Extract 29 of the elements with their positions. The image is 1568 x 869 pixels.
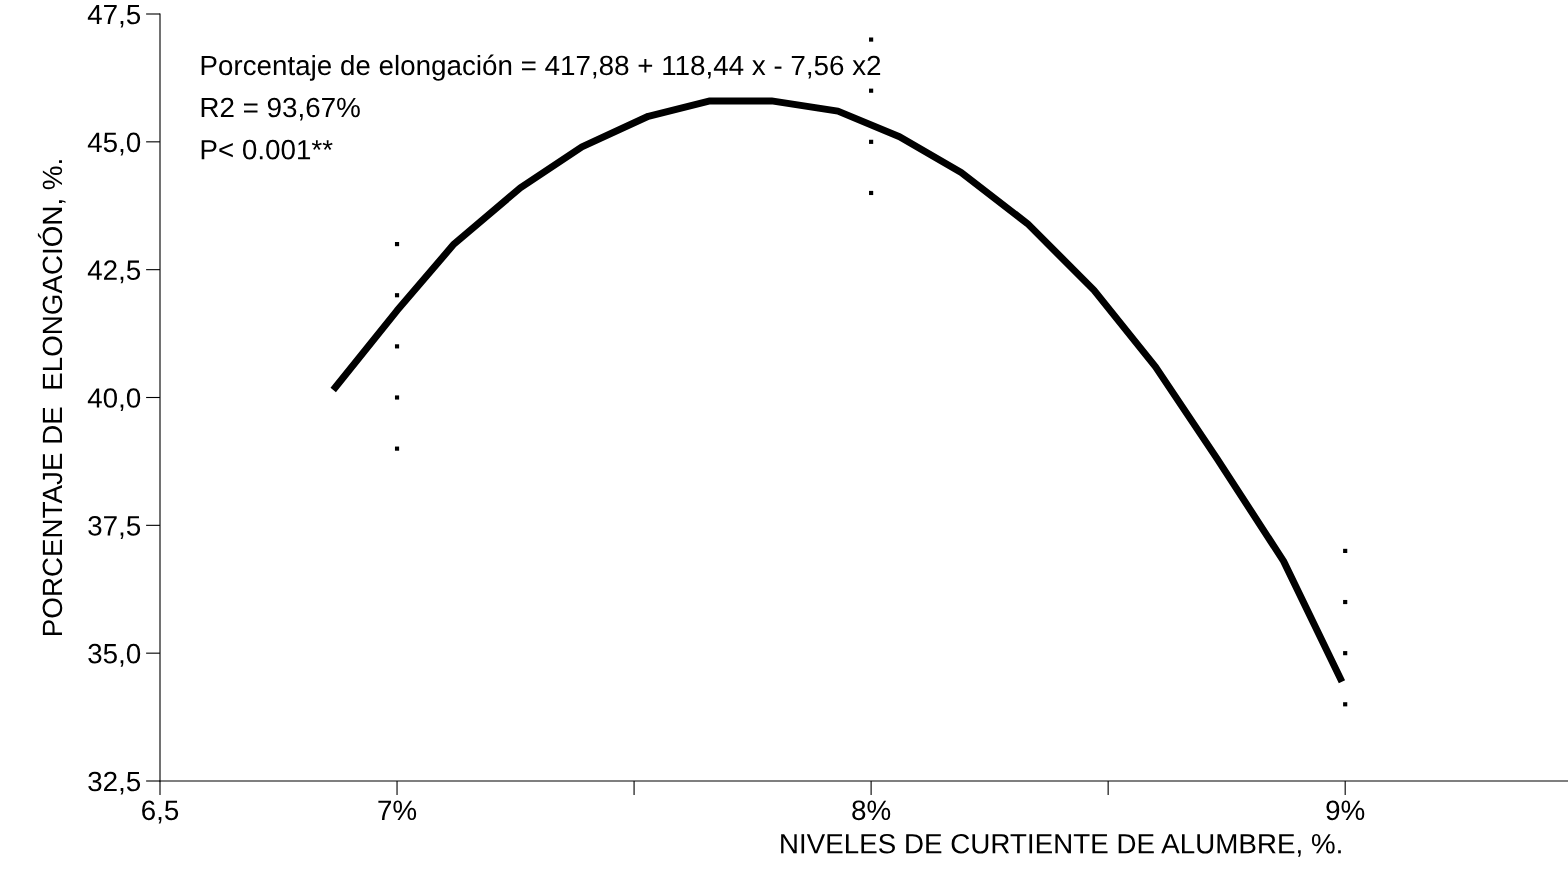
y-tick-label: 45,0 (87, 132, 141, 156)
point (869, 139, 874, 144)
y-tick-label: 40,0 (87, 388, 141, 412)
y-tick-label: 37,5 (88, 516, 141, 539)
x-tick-label: 7% (378, 800, 417, 821)
point (1343, 599, 1348, 605)
point (394, 395, 400, 400)
annotation: Porcentaje de elongación = 417,88 + 118,44 x - 7,56 x2 (201, 54, 881, 81)
annotation: R2 = 93,67% (201, 97, 360, 121)
y-tick-label: 32,5 (88, 771, 141, 795)
annotation: P< 0.001** (201, 139, 333, 160)
point (1343, 702, 1348, 707)
x-axis-title: NIVELES DE CURTIENTE DE ALUMBRE, %. (781, 833, 1341, 857)
y-tick-label: 47,5 (87, 4, 141, 28)
x-tick-label: 9% (1326, 800, 1365, 821)
x-tick-label: 8% (852, 800, 891, 821)
point (1343, 651, 1348, 656)
y-tick-label: 42,5 (87, 260, 141, 284)
point (394, 293, 400, 298)
point (869, 88, 874, 93)
point (394, 242, 400, 247)
point (869, 190, 874, 196)
y-tick-label: 35,0 (88, 643, 141, 667)
point (869, 37, 874, 42)
x-tick-label: 6,5 (142, 800, 179, 824)
point (1343, 548, 1348, 553)
y-axis-title: PORCENTAJE DE ELONGACIÓN, %. (37, 160, 66, 635)
point (394, 344, 400, 349)
point (394, 446, 400, 451)
